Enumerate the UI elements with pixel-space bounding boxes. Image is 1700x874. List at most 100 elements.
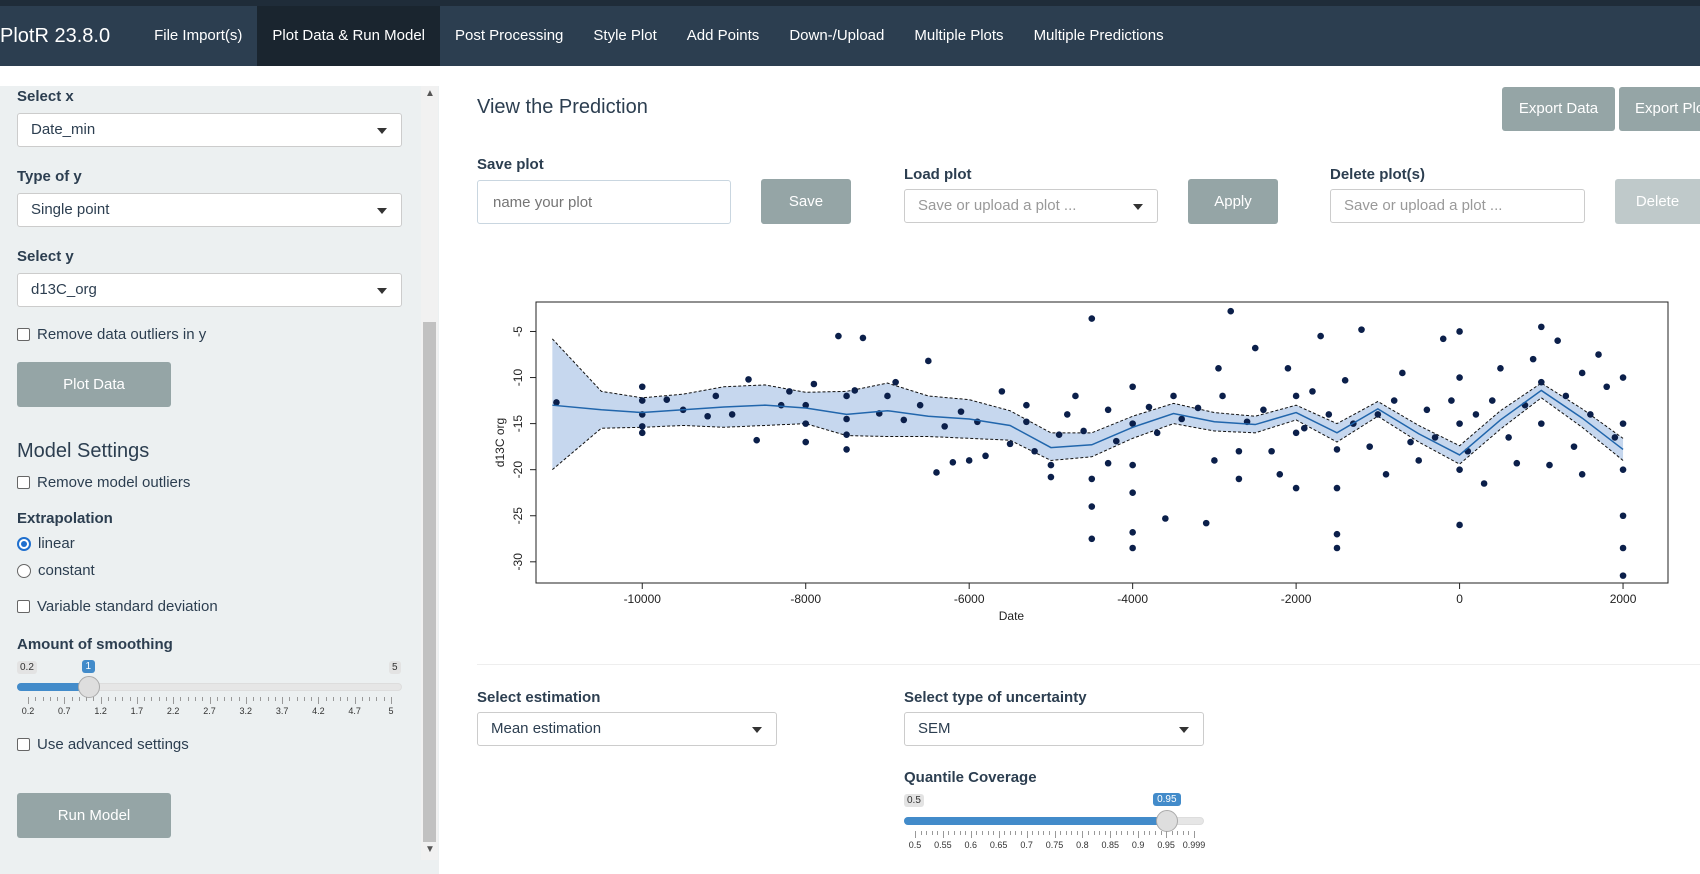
slider-tick: [209, 697, 211, 704]
checkbox-box[interactable]: [17, 600, 30, 613]
x-tick-label: 2000: [1610, 592, 1637, 606]
data-point: [1325, 411, 1333, 418]
nav-tab-multiple-plots[interactable]: Multiple Plots: [914, 27, 1004, 44]
radio-unselected-icon[interactable]: [17, 563, 31, 578]
nav-tab-file-import-s[interactable]: File Import(s): [154, 27, 243, 44]
slider-tick: [187, 697, 189, 701]
save-plot-label: Save plot: [477, 156, 544, 173]
variable-sd-checkbox[interactable]: Variable standard deviation: [17, 598, 218, 615]
data-point: [802, 401, 810, 409]
slider-tick: [998, 831, 1000, 838]
slider-tick: [100, 697, 102, 704]
checkbox-box[interactable]: [17, 476, 30, 489]
slider-tick: [1021, 831, 1023, 835]
slider-tick: [915, 831, 916, 838]
slider-tick: [28, 697, 29, 704]
data-point: [1448, 397, 1455, 404]
data-point: [1153, 429, 1161, 437]
extrapolation-linear-radio[interactable]: linear: [17, 535, 75, 552]
save-plot-input[interactable]: [477, 180, 731, 224]
nav-tab-multiple-predictions[interactable]: Multiple Predictions: [1033, 27, 1164, 44]
plot-data-button[interactable]: Plot Data: [17, 362, 171, 407]
data-point: [1456, 466, 1463, 473]
nav-tab-post-processing[interactable]: Post Processing: [455, 27, 564, 44]
data-point: [843, 446, 850, 453]
remove-model-outliers-checkbox[interactable]: Remove model outliers: [17, 474, 190, 491]
nav-tab-add-points[interactable]: Add Points: [686, 27, 760, 44]
smoothing-max-label: 5: [389, 661, 401, 674]
slider-tick: [1032, 831, 1034, 835]
select-uncertainty-dropdown[interactable]: SEM: [904, 712, 1204, 746]
data-point: [745, 376, 752, 383]
slider-tick: [165, 697, 167, 701]
y-tick-label: -30: [511, 553, 525, 571]
checkbox-box[interactable]: [17, 738, 30, 751]
sidebar-panel: Select x Date_min Type of y Single point…: [0, 86, 439, 874]
select-y-dropdown[interactable]: d13C_org: [17, 273, 402, 307]
data-point: [1619, 466, 1627, 473]
slider-tick-label: 4.7: [348, 706, 361, 716]
extrapolation-constant-radio[interactable]: constant: [17, 562, 95, 579]
slider-tick: [1154, 831, 1156, 835]
export-data-button[interactable]: Export Data: [1502, 87, 1615, 131]
data-point: [892, 378, 899, 386]
data-point: [1538, 420, 1545, 427]
data-point: [916, 401, 924, 409]
scroll-up-icon[interactable]: ▲: [425, 88, 435, 99]
quantile-slider-handle[interactable]: [1155, 810, 1178, 832]
nav-tab-down-upload[interactable]: Down-/Upload: [789, 27, 885, 44]
slider-tick: [173, 697, 175, 704]
scroll-down-icon[interactable]: ▼: [425, 844, 435, 855]
sidebar-scrollbar-thumb[interactable]: [423, 322, 436, 842]
delete-plot-button[interactable]: Delete: [1615, 179, 1700, 224]
sidebar-scrollbar[interactable]: ▲ ▼: [421, 86, 438, 860]
slider-tick: [1104, 831, 1106, 835]
apply-plot-button[interactable]: Apply: [1188, 179, 1278, 224]
select-estimation-value: Mean estimation: [491, 720, 602, 737]
type-y-dropdown[interactable]: Single point: [17, 193, 402, 227]
slider-tick: [93, 697, 95, 701]
data-point: [1554, 337, 1561, 344]
advanced-settings-checkbox[interactable]: Use advanced settings: [17, 736, 189, 753]
slider-tick: [937, 831, 939, 835]
data-point: [1129, 529, 1136, 536]
smoothing-label: Amount of smoothing: [17, 636, 173, 653]
x-tick-label: -4000: [1117, 592, 1148, 606]
slider-tick-label: 0.9: [1131, 840, 1145, 850]
nav-tab-plot-data-run-model[interactable]: Plot Data & Run Model: [257, 6, 440, 66]
slider-tick: [1037, 831, 1039, 835]
slider-tick: [274, 697, 276, 701]
save-plot-button[interactable]: Save: [761, 179, 851, 224]
data-point: [663, 396, 671, 403]
load-plot-dropdown[interactable]: Save or upload a plot ...: [904, 189, 1158, 223]
select-estimation-dropdown[interactable]: Mean estimation: [477, 712, 777, 746]
select-x-dropdown[interactable]: Date_min: [17, 113, 402, 147]
data-point: [1619, 374, 1627, 381]
delete-plot-placeholder: Save or upload a plot ...: [1344, 197, 1503, 214]
data-point: [553, 399, 560, 406]
slider-tick-label: 2.7: [203, 706, 216, 716]
select-x-label: Select x: [17, 88, 74, 105]
chevron-down-icon: [377, 208, 387, 214]
checkbox-box[interactable]: [17, 328, 30, 341]
data-point: [1374, 411, 1382, 418]
y-tick-label: -25: [511, 507, 525, 525]
slider-tick: [303, 697, 305, 701]
nav-tab-style-plot[interactable]: Style Plot: [593, 27, 657, 44]
data-point: [1333, 530, 1341, 538]
slider-tick: [391, 697, 392, 704]
radio-selected-icon[interactable]: [17, 536, 31, 551]
data-point: [1170, 392, 1177, 400]
remove-outliers-y-checkbox[interactable]: Remove data outliers in y: [17, 326, 206, 343]
slider-tick-label: 5: [388, 706, 394, 716]
slider-tick: [129, 697, 131, 701]
slider-tick: [1026, 831, 1028, 838]
smoothing-slider-handle[interactable]: [77, 676, 100, 698]
data-point: [1300, 424, 1308, 432]
run-model-button[interactable]: Run Model: [17, 793, 171, 838]
slider-tick: [369, 697, 371, 701]
export-plot-button[interactable]: Export Plo: [1619, 87, 1700, 131]
slider-tick: [1171, 831, 1173, 835]
slider-tick: [1188, 831, 1190, 835]
delete-plot-input[interactable]: Save or upload a plot ...: [1330, 189, 1585, 223]
